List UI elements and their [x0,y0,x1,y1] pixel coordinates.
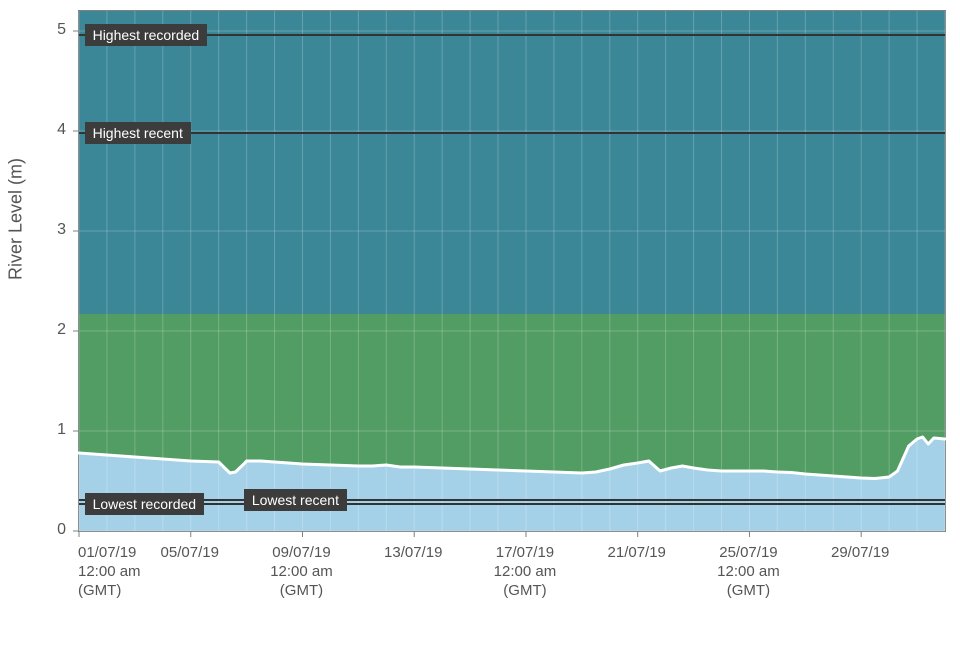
x-tick: 09/07/1912:00 am(GMT) [270,544,333,600]
annotation-lowest-recorded: Lowest recorded [85,493,205,515]
x-tick: 01/07/1912:00 am(GMT) [78,544,141,600]
y-tick: 1 [36,421,66,439]
y-tick: 3 [36,221,66,239]
annotation-lowest-recent: Lowest recent [244,489,347,511]
annotation-highest-recent: Highest recent [85,122,191,144]
x-tick: 13/07/19 [384,544,442,563]
x-tick: 25/07/1912:00 am(GMT) [717,544,780,600]
river-level-chart: River Level (m) Highest recorded Highest… [0,0,960,660]
x-tick-labels: 01/07/1912:00 am(GMT) 05/07/19 09/07/1912:… [78,540,944,650]
y-axis-label: River Level (m) [6,260,27,280]
plot-area: Highest recorded Highest recent Lowest r… [78,10,946,532]
y-tick: 2 [36,321,66,339]
y-tick: 4 [36,121,66,139]
y-tick: 0 [36,521,66,539]
plot-svg [79,11,945,531]
x-tick: 17/07/1912:00 am(GMT) [494,544,557,600]
x-tick: 21/07/19 [608,544,666,563]
x-tick: 05/07/19 [161,544,219,563]
y-tick-labels: 0 1 2 3 4 5 [30,0,70,660]
y-tick: 5 [36,21,66,39]
x-tick: 29/07/19 [831,544,889,563]
annotation-highest-recorded: Highest recorded [85,24,208,46]
